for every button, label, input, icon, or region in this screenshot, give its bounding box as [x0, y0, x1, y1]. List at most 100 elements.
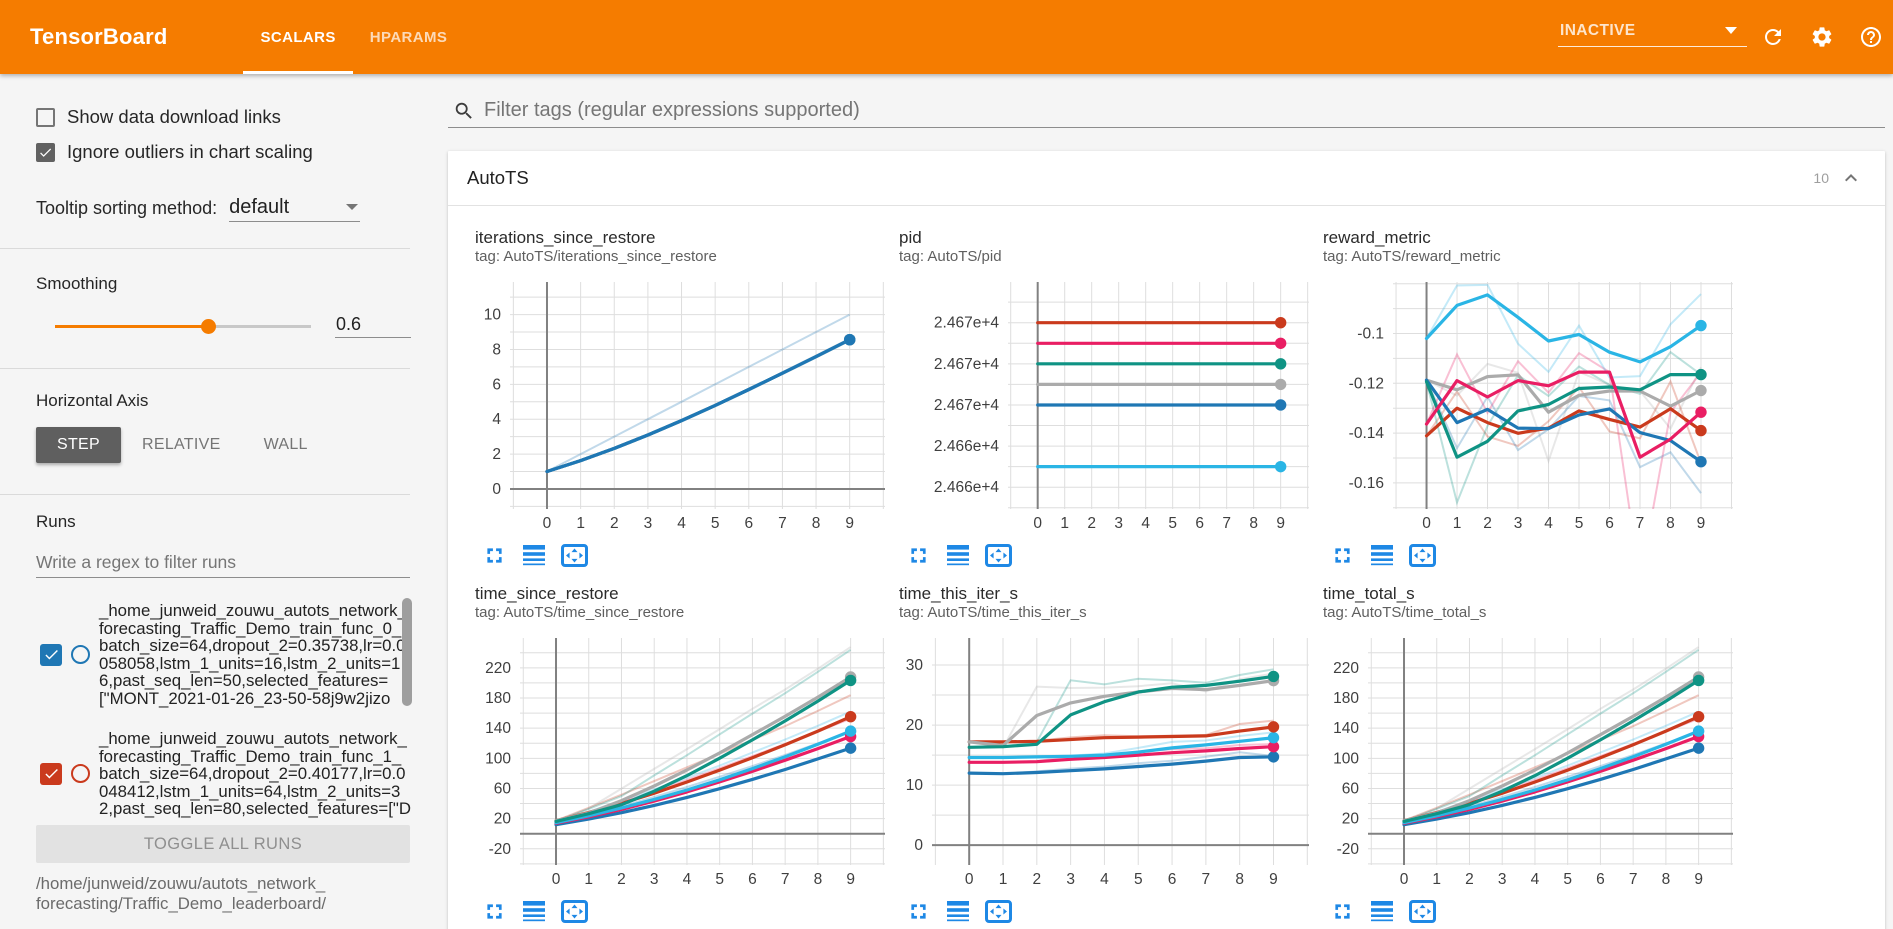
run-radio[interactable] [71, 764, 90, 784]
tag-section-header[interactable]: AutoTS 10 [448, 151, 1885, 206]
svg-text:3: 3 [1514, 515, 1523, 532]
axis-option-relative[interactable]: RELATIVE [142, 436, 221, 453]
svg-text:3: 3 [1114, 515, 1123, 532]
svg-text:7: 7 [1222, 515, 1231, 532]
chart-plot-time_since_restore[interactable]: 0 1 2 3 4 5 6 7 8 9 -20 20 60 100 140 180 220 [461, 626, 885, 892]
run-list-item: _home_junweid_zouwu_autots_network_ forec… [40, 730, 411, 818]
tooltip-sorting-dropdown[interactable]: default [229, 196, 361, 222]
chart-plot-time_total_s[interactable]: 0 1 2 3 4 5 6 7 8 9 -20 20 60 100 140 180 220 [1309, 626, 1733, 892]
svg-text:3: 3 [650, 871, 659, 888]
fit-domain-icon[interactable] [985, 899, 1012, 923]
tab-hparams[interactable]: HPARAMS [369, 28, 448, 46]
log-scale-icon[interactable] [1371, 544, 1393, 566]
chevron-up-icon[interactable] [1839, 166, 1863, 190]
log-scale-icon[interactable] [1371, 900, 1393, 922]
chart-tag: tag: AutoTS/reward_metric [1323, 248, 1501, 265]
run-name: _home_junweid_zouwu_autots_network_ forec… [99, 602, 407, 707]
run-checkbox[interactable] [40, 643, 62, 666]
chart-plot-pid[interactable]: 0 1 2 3 4 5 6 7 8 9 2.467e+4 2.467e+4 2.467e+4 2.466e… [885, 270, 1309, 536]
svg-text:100: 100 [485, 750, 511, 767]
svg-text:5: 5 [711, 515, 720, 532]
help-button[interactable] [1859, 25, 1883, 49]
fullscreen-icon[interactable] [485, 902, 504, 921]
axis-option-wall[interactable]: WALL [263, 436, 308, 453]
svg-text:-0.16: -0.16 [1349, 475, 1384, 492]
svg-text:-20: -20 [1337, 841, 1360, 858]
checkbox-icon[interactable] [36, 142, 55, 162]
fullscreen-icon[interactable] [909, 546, 928, 565]
run-name-line: forecasting_Traffic_Demo_train_func_0_ [99, 618, 402, 638]
svg-text:3: 3 [1066, 871, 1075, 888]
search-icon [455, 102, 472, 119]
svg-text:4: 4 [1544, 515, 1553, 532]
svg-text:20: 20 [494, 811, 512, 828]
log-scale-icon[interactable] [523, 544, 545, 566]
refresh-button[interactable] [1761, 25, 1785, 49]
svg-text:2: 2 [1033, 871, 1042, 888]
run-name-line: 2,past_seq_len=80,selected_features=["D [99, 799, 411, 818]
fullscreen-icon[interactable] [1333, 902, 1352, 921]
svg-text:220: 220 [1333, 660, 1359, 677]
svg-text:2.467e+4: 2.467e+4 [934, 356, 999, 373]
svg-text:5: 5 [1168, 515, 1177, 532]
svg-text:5: 5 [1134, 871, 1143, 888]
run-checkbox[interactable] [40, 762, 62, 785]
svg-text:2: 2 [1465, 871, 1474, 888]
svg-text:0: 0 [965, 871, 974, 888]
tooltip-sorting-value: default [229, 196, 290, 218]
svg-text:5: 5 [1575, 515, 1584, 532]
fullscreen-icon[interactable] [909, 902, 928, 921]
tab-scalars[interactable]: SCALARS [243, 0, 354, 74]
log-scale-icon[interactable] [947, 544, 969, 566]
svg-text:140: 140 [485, 720, 511, 737]
checkbox-icon[interactable] [36, 107, 55, 127]
runs-filter-input[interactable]: Write a regex to filter runs [36, 552, 410, 578]
axis-option-step[interactable]: STEP [36, 427, 121, 463]
toggle-all-runs-button[interactable]: TOGGLE ALL RUNS [36, 825, 410, 863]
svg-text:-0.14: -0.14 [1349, 425, 1385, 442]
smoothing-value[interactable]: 0.6 [335, 314, 411, 338]
chart-tag: tag: AutoTS/time_since_restore [475, 604, 685, 621]
fit-domain-icon[interactable] [561, 543, 588, 567]
run-radio[interactable] [71, 645, 90, 664]
fit-domain-icon[interactable] [985, 543, 1012, 567]
chart-actions [909, 899, 1309, 923]
checkbox-label: Ignore outliers in chart scaling [67, 141, 313, 162]
svg-text:6: 6 [1605, 515, 1614, 532]
fit-domain-icon[interactable] [1409, 899, 1436, 923]
slider-thumb[interactable] [201, 319, 217, 334]
fit-domain-icon[interactable] [1409, 543, 1436, 567]
ignore-outliers-row[interactable]: Ignore outliers in chart scaling [36, 141, 313, 163]
svg-text:5: 5 [715, 871, 724, 888]
chevron-down-icon [346, 204, 359, 210]
divider [0, 368, 410, 369]
tag-section-count: 10 [1813, 170, 1829, 186]
log-scale-icon[interactable] [523, 900, 545, 922]
log-scale-icon[interactable] [947, 900, 969, 922]
status-dropdown[interactable]: INACTIVE [1558, 0, 1747, 74]
fit-domain-icon[interactable] [561, 899, 588, 923]
chart-plot-time_this_iter_s[interactable]: 0 1 2 3 4 5 6 7 8 9 0 10 20 30 [885, 626, 1309, 892]
runs-filter-placeholder: Write a regex to filter runs [36, 552, 237, 572]
svg-text:2: 2 [610, 515, 619, 532]
show-download-links-row[interactable]: Show data download links [36, 106, 281, 128]
chart-plot-reward_metric[interactable]: 0 1 2 3 4 5 6 7 8 9 -0.16 -0.14 -0.12 -0.1 [1309, 270, 1733, 536]
tag-filter-input[interactable]: Filter tags (regular expressions support… [448, 74, 1885, 128]
svg-text:140: 140 [1333, 720, 1359, 737]
runs-scrollbar[interactable] [402, 598, 412, 706]
settings-button[interactable] [1810, 25, 1834, 49]
svg-text:7: 7 [1202, 871, 1211, 888]
svg-text:6: 6 [748, 871, 757, 888]
chart-actions [1333, 899, 1733, 923]
chart-tag: tag: AutoTS/iterations_since_restore [475, 248, 717, 265]
fullscreen-icon[interactable] [1333, 546, 1352, 565]
fullscreen-icon[interactable] [485, 546, 504, 565]
log-directory-path-line: forecasting/Traffic_Demo_leaderboard/ [36, 893, 327, 913]
svg-text:60: 60 [494, 780, 512, 797]
svg-text:9: 9 [1276, 515, 1285, 532]
smoothing-slider[interactable] [55, 315, 311, 338]
chart-plot-iterations_since_restore[interactable]: 0 1 2 3 4 5 6 7 8 9 0 2 4 6 8 10 [461, 270, 885, 536]
tag-filter-placeholder: Filter tags (regular expressions support… [484, 99, 860, 121]
svg-text:0: 0 [492, 481, 501, 498]
svg-text:4: 4 [677, 515, 686, 532]
